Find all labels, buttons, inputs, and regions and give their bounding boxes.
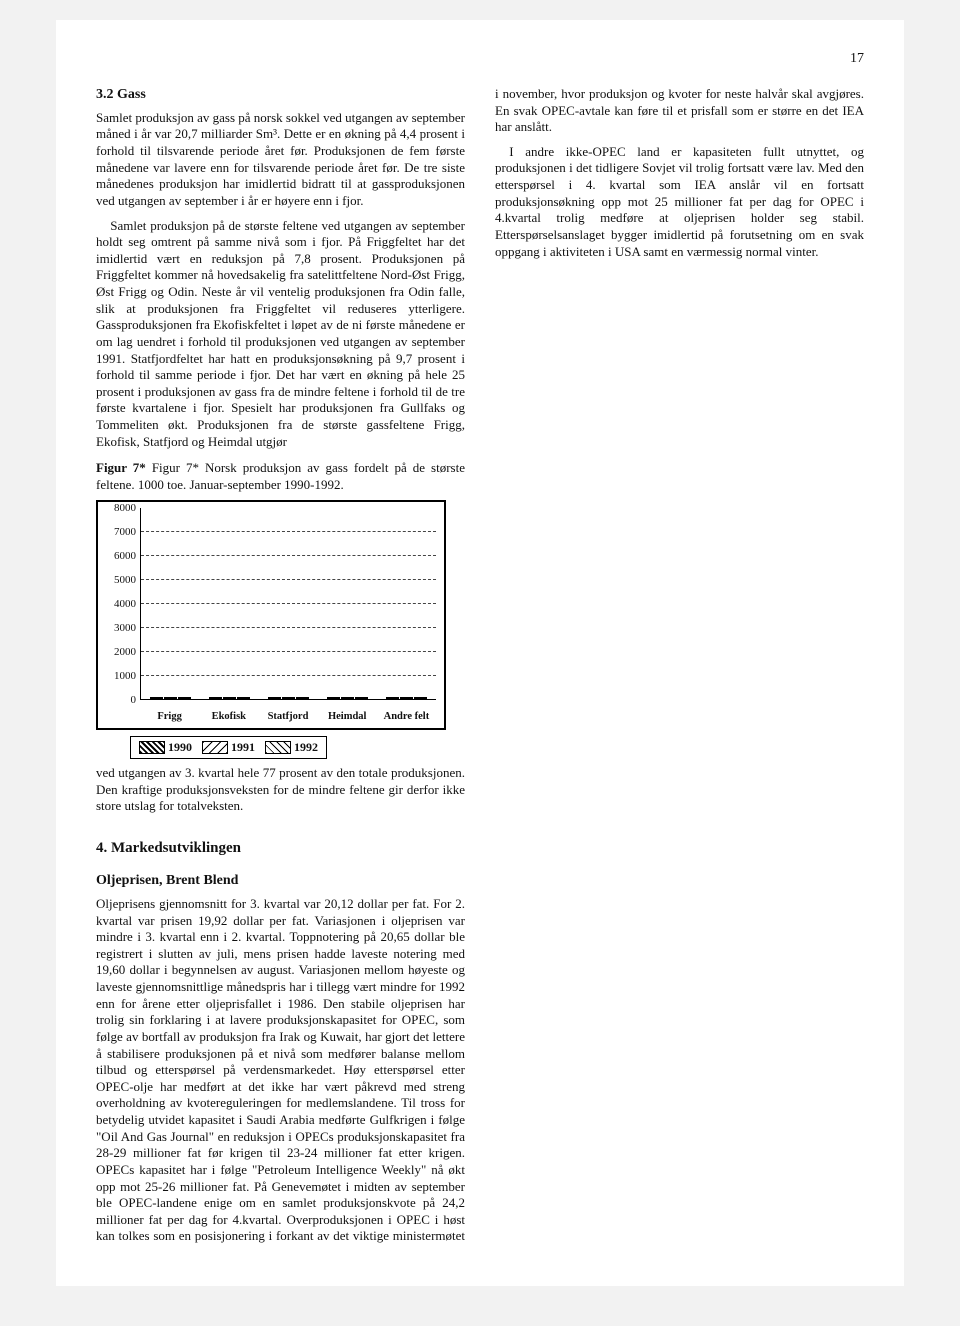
legend-swatch [139, 741, 165, 754]
legend-item: 1992 [265, 740, 318, 755]
bar-1990 [327, 697, 340, 699]
figure-7-chart: 0 1000 2000 3000 4000 5000 6000 7000 8000 FriggE… [96, 500, 456, 759]
x-axis-labels: FriggEkofiskStatfjordHeimdalAndre felt [140, 710, 436, 723]
bar-group [259, 697, 318, 699]
bar-group [200, 697, 259, 699]
paragraph: ved utgangen av 3. kvartal hele 77 prose… [96, 765, 465, 815]
bar-1991 [400, 697, 413, 699]
chart-frame: 0 1000 2000 3000 4000 5000 6000 7000 8000 FriggE… [96, 500, 446, 730]
bar-1992 [178, 697, 191, 699]
y-tick-label: 6000 [100, 549, 136, 563]
bar-1990 [150, 697, 163, 699]
y-tick-label: 1000 [100, 669, 136, 683]
heading-4-markedsutviklingen: 4. Markedsutviklingen [96, 839, 465, 858]
x-tick-label: Ekofisk [199, 710, 258, 723]
y-tick-label: 2000 [100, 645, 136, 659]
bar-1992 [296, 697, 309, 699]
y-tick-label: 3000 [100, 621, 136, 635]
bar-group [318, 697, 377, 699]
bar-1991 [341, 697, 354, 699]
bar-1991 [164, 697, 177, 699]
y-tick-label: 8000 [100, 501, 136, 515]
legend-item: 1990 [139, 740, 192, 755]
x-tick-label: Statfjord [258, 710, 317, 723]
bar-1990 [209, 697, 222, 699]
paragraph: Samlet produksjon på de største feltene … [96, 218, 465, 451]
bar-1990 [268, 697, 281, 699]
y-tick-label: 5000 [100, 573, 136, 587]
page-number: 17 [96, 50, 864, 68]
plot-area [140, 508, 436, 700]
paragraph: I andre ikke-OPEC land er kapasiteten fu… [495, 144, 864, 260]
x-tick-label: Frigg [140, 710, 199, 723]
figure-caption: Figur 7* Figur 7* Norsk produksjon av ga… [96, 460, 465, 493]
chart-legend: 1990 1991 1992 [130, 736, 327, 759]
columns: 3.2 Gass Samlet produksjon av gass på no… [96, 86, 864, 1246]
bar-1991 [282, 697, 295, 699]
x-tick-label: Andre felt [377, 710, 436, 723]
legend-item: 1991 [202, 740, 255, 755]
bar-1991 [223, 697, 236, 699]
page: 17 3.2 Gass Samlet produksjon av gass på… [56, 20, 904, 1286]
y-tick-label: 4000 [100, 597, 136, 611]
bar-1992 [355, 697, 368, 699]
y-tick-label: 7000 [100, 525, 136, 539]
x-tick-label: Heimdal [318, 710, 377, 723]
heading-3-2-gass: 3.2 Gass [96, 86, 465, 104]
subhead-oljeprisen: Oljeprisen, Brent Blend [96, 872, 465, 890]
y-tick-label: 0 [100, 693, 136, 707]
bar-1992 [237, 697, 250, 699]
bar-1992 [414, 697, 427, 699]
legend-swatch [265, 741, 291, 754]
legend-swatch [202, 741, 228, 754]
paragraph: Samlet produksjon av gass på norsk sokke… [96, 110, 465, 210]
bar-group [141, 697, 200, 699]
bar-group [377, 697, 436, 699]
bar-groups [141, 508, 436, 699]
bar-1990 [386, 697, 399, 699]
